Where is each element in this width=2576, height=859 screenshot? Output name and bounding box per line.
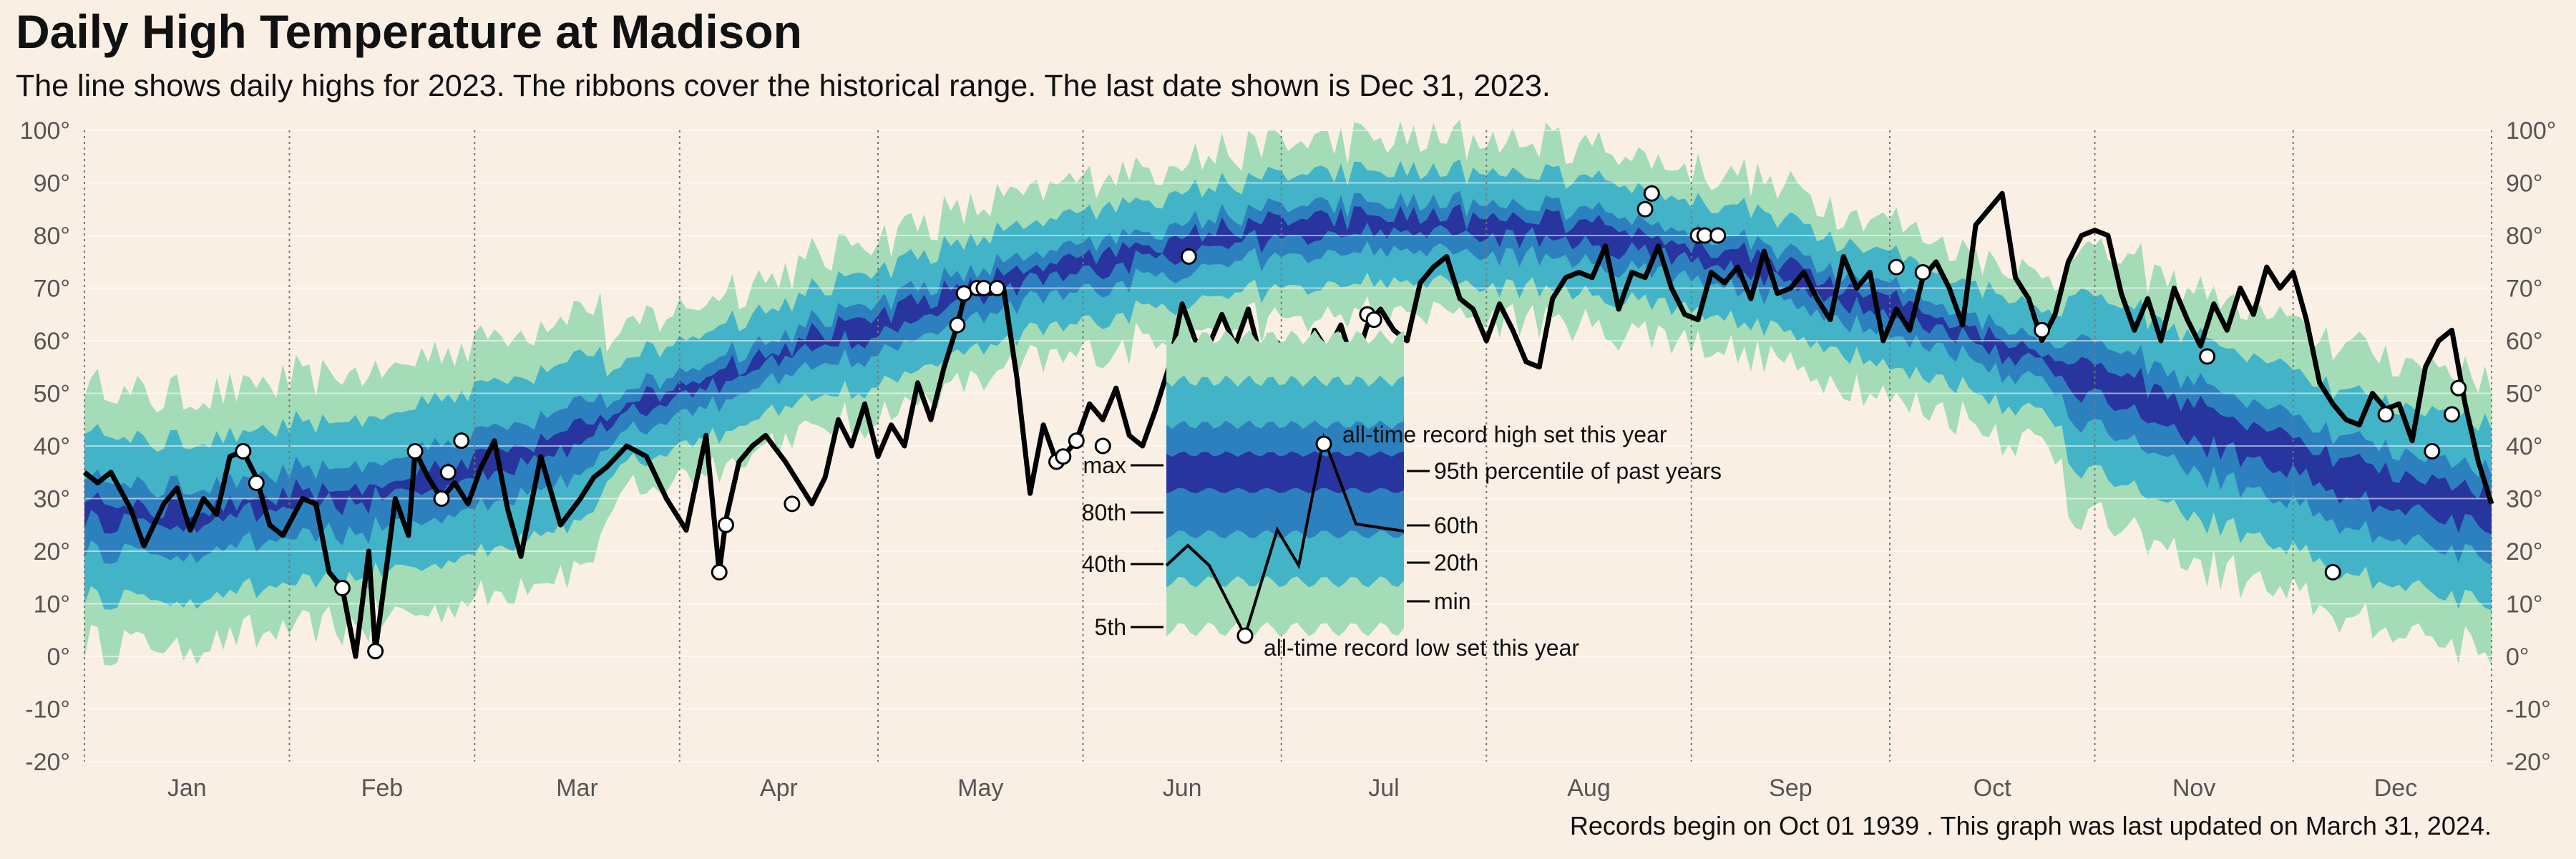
record-point	[367, 643, 384, 660]
month-label: Jul	[1368, 775, 1399, 802]
record-point	[988, 280, 1005, 296]
y-tick-label: 70°	[34, 276, 70, 303]
historical-bands	[84, 120, 2492, 666]
y-tick-label-right: 20°	[2506, 538, 2542, 566]
record-point	[2444, 406, 2461, 423]
y-tick-label: 80°	[34, 223, 70, 250]
record-point	[1914, 263, 1931, 281]
month-label: Mar	[556, 775, 598, 802]
legend-left-label: 40th	[1082, 551, 1126, 577]
band-20th-80th	[84, 190, 2492, 566]
month-label: Sep	[1769, 775, 1813, 802]
legend-left-label: 80th	[1082, 500, 1126, 525]
legend-right-label: 20th	[1434, 550, 1478, 576]
y-tick-label: 20°	[34, 538, 70, 566]
y-tick-label: 60°	[34, 328, 70, 355]
record-point	[433, 490, 450, 507]
y-tick-label: 10°	[34, 591, 70, 618]
y-tick-label: 90°	[34, 170, 70, 198]
y-tick-label-right: -10°	[2506, 697, 2551, 724]
record-point	[717, 516, 734, 533]
record-point	[1094, 437, 1111, 455]
month-label: Feb	[361, 775, 404, 802]
legend-right-label: min	[1434, 588, 1471, 614]
y-tick-label: -20°	[25, 749, 70, 776]
record-point	[2424, 442, 2441, 460]
y-tick-label-right: 60°	[2506, 328, 2542, 355]
y-tick-label: -10°	[25, 697, 70, 724]
month-label: Oct	[1974, 775, 2011, 802]
record-point	[1055, 448, 1072, 465]
record-point	[711, 563, 728, 581]
y-tick-label-right: 10°	[2506, 591, 2542, 618]
y-tick-label: 40°	[34, 433, 70, 460]
legend-record-low-point	[1236, 627, 1254, 644]
month-label: May	[957, 775, 1003, 802]
chart-title: Daily High Temperature at Madison	[16, 5, 802, 58]
y-tick-label-right: 0°	[2506, 644, 2529, 671]
legend: max 80th 40th 5th 95th percentile of past ye…	[1082, 330, 1722, 661]
chart-subtitle: The line shows daily highs for 2023. The…	[16, 69, 1551, 103]
legend-band-40-60	[1166, 451, 1404, 494]
x-axis: Jan Feb Mar Apr May Jun Jul Aug Sep Oct Nov Dec	[167, 775, 2417, 802]
record-point	[406, 442, 424, 460]
legend-record-high-point	[1315, 435, 1332, 452]
legend-right-label: 60th	[1434, 513, 1478, 538]
record-point	[1636, 200, 1654, 218]
y-tick-label-right: 90°	[2506, 170, 2542, 198]
record-point	[2377, 406, 2394, 423]
record-point	[1643, 185, 1660, 202]
month-label: Dec	[2374, 775, 2417, 802]
legend-sample-line	[1165, 432, 1405, 640]
record-point	[1365, 311, 1382, 329]
record-point	[2324, 563, 2341, 581]
y-tick-label-right: 100°	[2506, 117, 2556, 145]
legend-left-label: 5th	[1095, 614, 1126, 640]
chart-caption: Records begin on Oct 01 1939 . This grap…	[1569, 811, 2492, 840]
y-tick-label-right: 80°	[2506, 223, 2542, 250]
record-point	[333, 579, 351, 596]
record-point	[784, 495, 801, 513]
month-label: Apr	[760, 775, 798, 802]
record-point	[949, 316, 966, 334]
month-label: Aug	[1567, 775, 1611, 802]
legend-right-label: 95th percentile of past years	[1434, 458, 1722, 484]
y-tick-label: 30°	[34, 486, 70, 513]
legend-record-low-label: all-time record low set this year	[1264, 635, 1579, 661]
legend-left-label: max	[1083, 452, 1126, 478]
y-tick-label-right: -20°	[2506, 749, 2551, 776]
legend-record-high-label: all-time record high set this year	[1342, 422, 1667, 447]
record-points	[235, 185, 2467, 660]
record-point	[439, 464, 457, 481]
record-point	[235, 442, 252, 460]
record-point	[1709, 227, 1727, 244]
record-point	[2450, 379, 2467, 397]
y-tick-label-right: 40°	[2506, 433, 2542, 460]
record-point	[2034, 321, 2051, 339]
record-point	[248, 474, 265, 491]
y-axis: -20° -20° -10° -10° 0° 0° 10° 10° 20° 20° 30° 30° 40…	[20, 117, 2557, 776]
record-point	[453, 432, 470, 450]
month-label: Jun	[1163, 775, 1202, 802]
record-point	[1068, 432, 1085, 450]
band-5th-95th	[84, 159, 2492, 611]
month-label: Jan	[167, 775, 207, 802]
y-tick-label-right: 30°	[2506, 486, 2542, 513]
y-tick-label: 100°	[20, 117, 70, 145]
record-point	[1888, 258, 1905, 276]
y-tick-label-right: 50°	[2506, 381, 2542, 408]
y-tick-label: 0°	[47, 644, 70, 671]
record-point	[1180, 248, 1197, 265]
record-point	[2199, 348, 2216, 365]
month-label: Nov	[2172, 775, 2215, 802]
y-tick-label: 50°	[34, 381, 70, 408]
y-tick-label-right: 70°	[2506, 276, 2542, 303]
